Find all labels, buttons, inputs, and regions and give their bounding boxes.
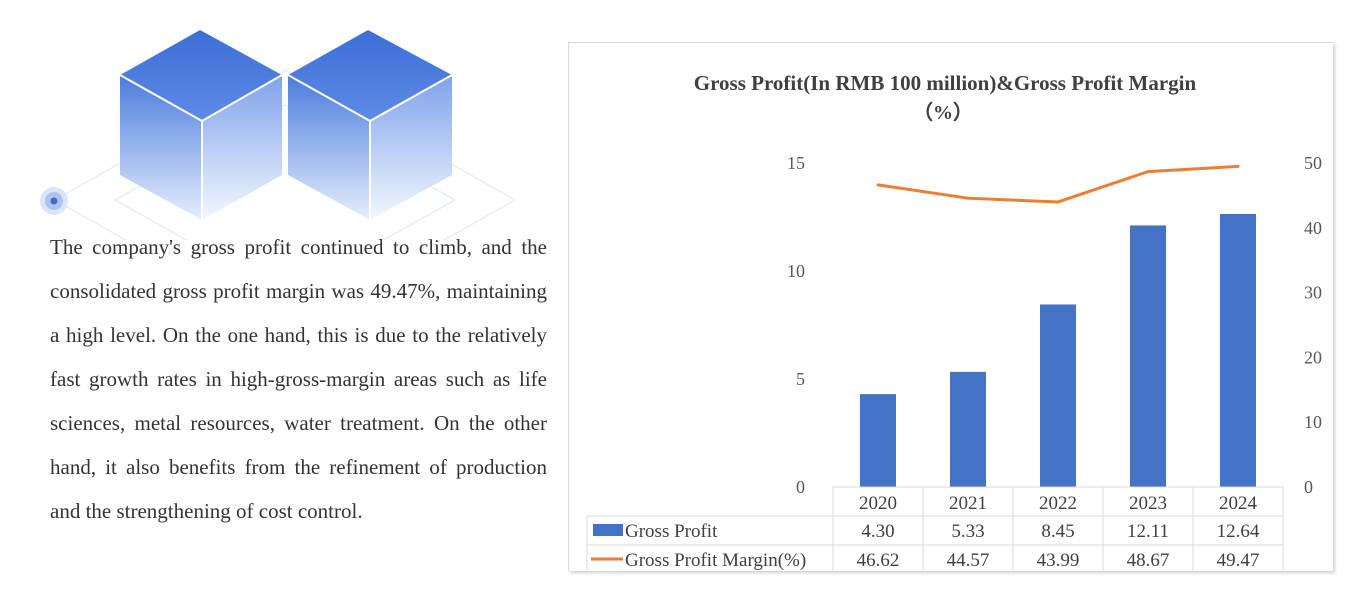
margin-line [877,164,1239,204]
decorative-cubes-illustration [40,30,517,240]
legend-bar-swatch [593,524,623,536]
bar-2022 [1040,304,1076,487]
x-category-label: 2020 [859,493,897,514]
x-category-label: 2021 [949,493,987,514]
cube-left [119,30,283,220]
table-cell-gross-profit: 12.64 [1217,521,1260,542]
combo-chart: Gross Profit(In RMB 100 million)&Gross P… [586,71,1322,571]
y-left-tick-label: 10 [787,261,805,281]
table-cell-margin: 46.62 [857,550,900,571]
chart-panel: Gross Profit(In RMB 100 million)&Gross P… [568,42,1333,571]
table-cell-margin: 48.67 [1127,550,1170,571]
margin-point-2022 [1056,200,1060,204]
x-category-label: 2022 [1039,493,1077,514]
y-left-tick-label: 15 [787,153,805,173]
y-right-tick-label: 0 [1304,477,1313,497]
bar-2023 [1130,225,1166,487]
axes: 0 5 10 15 0 10 20 30 40 50 [787,153,1322,497]
bar-2020 [860,394,896,487]
bar-2024 [1220,213,1256,487]
table-cell-gross-profit: 4.30 [861,521,894,542]
x-category-label: 2023 [1129,493,1167,514]
chart-title-line1: Gross Profit(In RMB 100 million)&Gross P… [694,71,1197,95]
description-paragraph: The company's gross profit continued to … [50,235,547,523]
table-cell-margin: 44.57 [947,550,990,571]
legend-line-label: Gross Profit Margin(%) [625,550,806,571]
line-series [876,164,1240,204]
y-right-tick-label: 10 [1304,412,1322,432]
margin-point-2024 [1236,164,1240,168]
margin-point-2023 [1146,170,1150,174]
table-cell-margin: 49.47 [1217,550,1260,571]
y-left-tick-label: 0 [796,477,805,497]
y-left-tick-label: 5 [796,369,805,389]
table-cell-margin: 43.99 [1037,550,1080,571]
bullet-dot-icon [40,187,68,215]
table-cell-gross-profit: 8.45 [1041,521,1074,542]
data-table: 2020 2021 2022 2023 2024 Gross Profit Gross Pr… [586,486,1284,571]
margin-point-2021 [966,196,970,200]
x-category-label: 2024 [1219,493,1258,514]
cube-right [287,30,453,220]
y-right-tick-label: 20 [1304,347,1322,367]
margin-point-2020 [876,183,880,187]
table-cell-gross-profit: 5.33 [951,521,984,542]
y-right-tick-label: 50 [1304,153,1322,173]
legend-bar-label: Gross Profit [625,521,718,542]
y-right-tick-label: 40 [1304,218,1322,238]
table-cell-gross-profit: 12.11 [1127,521,1169,542]
bar-2021 [950,371,986,487]
chart-title-line2: （%） [913,101,973,124]
bar-series [860,213,1256,487]
y-right-tick-label: 30 [1304,283,1322,303]
